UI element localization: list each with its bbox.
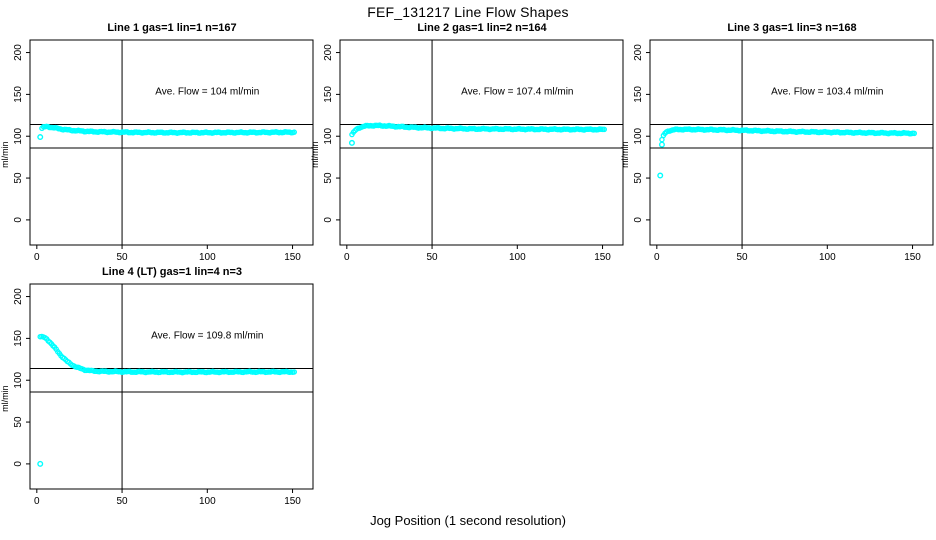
data-point	[601, 126, 607, 133]
plot-box	[649, 39, 934, 246]
data-point	[291, 369, 297, 375]
y-tick-label: 50	[323, 172, 334, 184]
x-tick-label: 100	[819, 252, 836, 263]
x-axis-label: Jog Position (1 second resolution)	[370, 513, 566, 528]
x-tick-label: 150	[284, 252, 301, 263]
x-tick-label: 150	[284, 496, 301, 507]
subplot-line4-plot: 0 50 100 150 0 50 100 150 200 ml/min Ave. Flow = 1…	[0, 283, 314, 507]
y-tick-label: 100	[13, 127, 24, 144]
subplot-line1-plot: 0 50 100 150 0 50 100 150 200 ml/min Ave. Flow = 1…	[0, 39, 314, 263]
plot-box	[29, 283, 314, 490]
y-tick-label: 200	[13, 44, 24, 61]
subplot-line3-plot: 0 50 100 150 0 50 100 150 200 ml/min Ave. Flow = 1…	[620, 39, 934, 263]
x-tick-label: 50	[116, 252, 128, 263]
x-tick-label: 0	[34, 252, 40, 263]
subplot-title-line4: Line 4 (LT) gas=1 lin=4 n=3	[101, 266, 243, 278]
average-flow-annotation: Ave. Flow = 107.4 ml/min	[461, 86, 573, 97]
y-tick-label: 200	[13, 288, 24, 305]
y-tick-label: 0	[13, 461, 24, 467]
data-point	[291, 129, 297, 135]
x-tick-label: 50	[426, 252, 438, 263]
x-tick-label: 100	[199, 252, 216, 263]
outlier-point	[348, 139, 355, 146]
x-tick-label: 50	[116, 496, 128, 507]
y-tick-label: 50	[13, 172, 24, 184]
y-axis-title: ml/min	[0, 385, 10, 412]
outlier-point	[37, 134, 44, 141]
y-tick-label: 100	[323, 127, 334, 144]
subplot-title-line1: Line 1 gas=1 lin=1 n=167	[107, 22, 237, 34]
plot-box	[29, 39, 314, 246]
y-axis-title: ml/min	[620, 141, 630, 168]
y-tick-label: 150	[13, 86, 24, 103]
y-tick-label: 200	[633, 44, 644, 61]
y-tick-label: 200	[323, 44, 334, 61]
outlier-point	[37, 460, 44, 467]
y-tick-label: 50	[13, 416, 24, 428]
plot-box	[339, 39, 624, 246]
y-tick-label: 0	[633, 217, 644, 223]
x-tick-label: 150	[904, 252, 921, 263]
y-tick-label: 0	[323, 217, 334, 223]
average-flow-annotation: Ave. Flow = 104 ml/min	[155, 86, 259, 97]
subplot-line2-plot: 0 50 100 150 0 50 100 150 200 ml/min Ave. Flow = 1…	[310, 39, 624, 263]
subplot-title-line3: Line 3 gas=1 lin=3 n=168	[727, 22, 857, 34]
average-flow-annotation: Ave. Flow = 109.8 ml/min	[151, 330, 263, 341]
y-tick-label: 100	[633, 127, 644, 144]
average-flow-annotation: Ave. Flow = 103.4 ml/min	[771, 86, 883, 97]
page-title: FEF_131217 Line Flow Shapes	[367, 4, 569, 20]
y-axis-title: ml/min	[310, 141, 320, 168]
x-tick-label: 0	[654, 252, 660, 263]
outlier-point	[657, 172, 664, 179]
x-tick-label: 0	[34, 496, 40, 507]
x-tick-label: 100	[509, 252, 526, 263]
subplot-title-line2: Line 2 gas=1 lin=2 n=164	[417, 22, 547, 34]
y-tick-label: 50	[633, 172, 644, 184]
x-tick-label: 50	[736, 252, 748, 263]
x-tick-label: 0	[344, 252, 350, 263]
y-axis-title: ml/min	[0, 141, 10, 168]
y-tick-label: 150	[633, 86, 644, 103]
y-tick-label: 100	[13, 371, 24, 388]
y-tick-label: 150	[13, 330, 24, 347]
y-tick-label: 150	[323, 86, 334, 103]
data-point	[911, 130, 917, 137]
x-tick-label: 150	[594, 252, 611, 263]
x-tick-label: 100	[199, 496, 216, 507]
y-tick-label: 0	[13, 217, 24, 223]
outlier-point	[658, 141, 665, 148]
